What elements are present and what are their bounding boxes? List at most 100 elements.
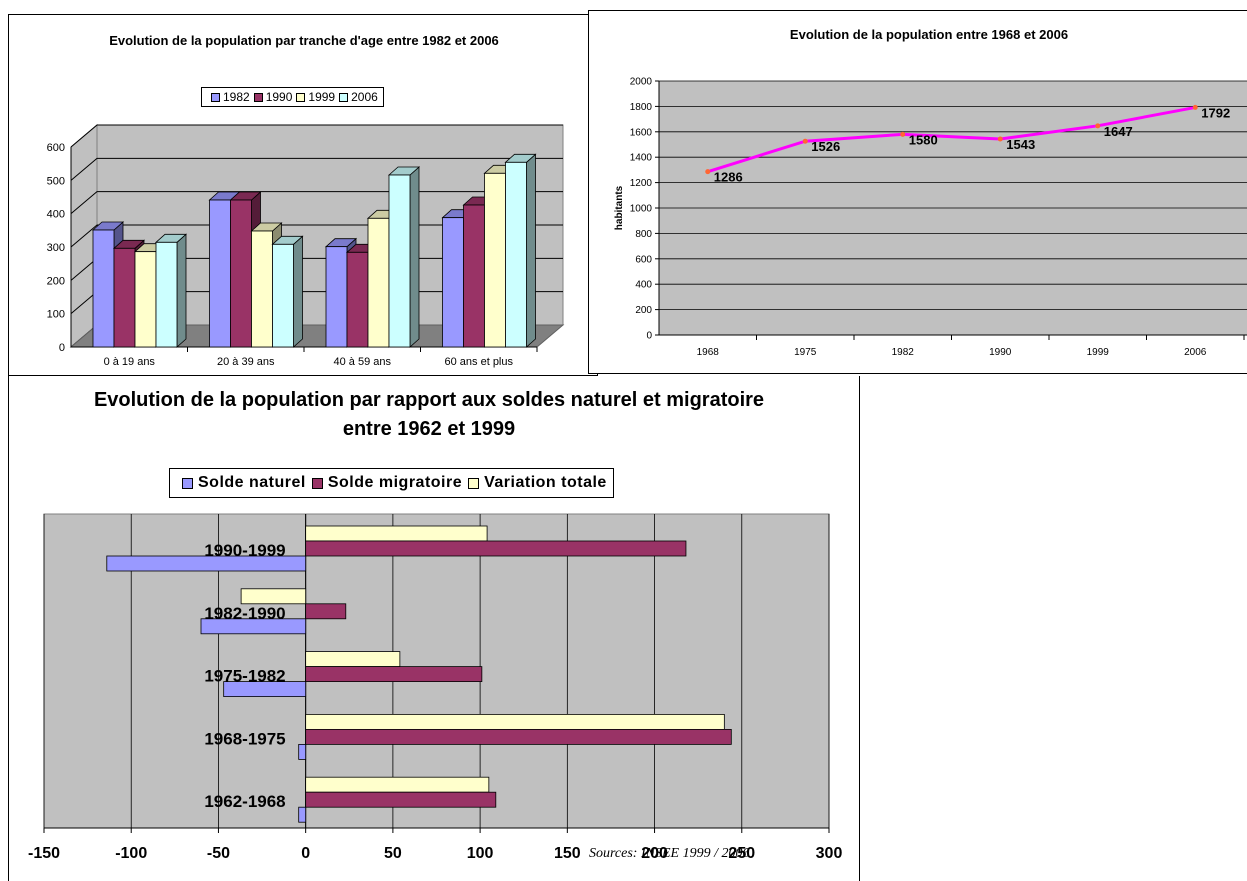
legend-label: 1990 <box>265 90 293 104</box>
legend-item-2006: 2006 <box>335 90 378 104</box>
legend-label: Variation totale <box>484 474 607 491</box>
y-tick-label: 100 <box>47 309 65 321</box>
y-tick-label: 0 <box>59 342 65 354</box>
series-line <box>707 105 1196 174</box>
x-tick-label: -50 <box>207 845 230 862</box>
x-tick-label: 0 à 19 ans <box>104 356 156 368</box>
legend-item-1990: 1990 <box>250 90 293 104</box>
y-axis-label: habitants <box>614 185 625 230</box>
legend-swatch <box>468 477 480 489</box>
legend-label: 2006 <box>351 90 378 104</box>
data-point <box>705 169 711 175</box>
chart-title: Evolution de la population entre 1968 et… <box>789 27 1069 42</box>
bar <box>505 161 527 348</box>
x-tick-label: 2006 <box>1184 347 1207 358</box>
bar-side <box>293 235 303 348</box>
category-label: 1962-1968 <box>204 792 285 811</box>
y-tick-label: 200 <box>47 275 65 287</box>
category-label: 1968-1975 <box>204 729 285 748</box>
data-label: 1647 <box>1104 124 1133 139</box>
bar <box>305 525 488 542</box>
legend-label: 1982 <box>223 90 250 104</box>
legend-label: 1999 <box>308 90 336 104</box>
bar <box>325 246 348 348</box>
category-label: 1982-1990 <box>204 604 285 623</box>
x-tick-label: 20 à 39 ans <box>217 356 275 368</box>
bar <box>251 230 273 348</box>
bar <box>200 618 307 635</box>
legend-swatch <box>253 92 263 102</box>
bar-side <box>176 233 187 348</box>
legend-item-1999: 1999 <box>292 90 335 104</box>
y-tick-label: 1400 <box>630 153 653 164</box>
x-tick-label: 50 <box>384 845 402 862</box>
bar <box>272 243 294 348</box>
category-label: 1975-1982 <box>204 667 285 686</box>
x-tick-label: -100 <box>115 845 147 862</box>
bar <box>305 776 490 793</box>
bar <box>484 172 506 348</box>
bar-side <box>409 166 420 348</box>
y-tick-label: 600 <box>635 254 652 265</box>
bar <box>305 728 732 745</box>
bar <box>155 241 178 348</box>
x-tick-label: 0 <box>301 845 310 862</box>
bar <box>367 217 390 348</box>
x-tick-label: 60 ans et plus <box>445 356 514 368</box>
chart-legend: 1982 1990 1999 2006 <box>201 87 384 107</box>
gridline <box>70 124 563 148</box>
bar <box>298 806 307 823</box>
y-tick-label: 400 <box>635 280 652 291</box>
y-tick-label: 800 <box>635 229 652 240</box>
y-tick-label: 1600 <box>630 127 653 138</box>
category-label: 1990-1999 <box>204 541 285 560</box>
x-tick-label: 200 <box>641 845 668 862</box>
bar <box>305 666 483 683</box>
y-tick-label: 1200 <box>630 178 653 189</box>
bar <box>305 713 725 730</box>
legend-swatch <box>211 92 220 102</box>
x-tick-label: 1990 <box>989 347 1012 358</box>
bar <box>298 743 307 760</box>
x-tick-label: 1968 <box>697 347 720 358</box>
source-note: Sources: INSEE 1999 / 2006 <box>589 846 750 861</box>
population-line-chart: Evolution de la population entre 1968 et… <box>588 10 1247 374</box>
data-point <box>802 138 808 144</box>
y-tick-label: 500 <box>47 175 65 187</box>
legend-swatch <box>296 92 306 102</box>
data-label: 1792 <box>1201 105 1230 120</box>
bar <box>463 204 485 348</box>
bar <box>240 588 307 605</box>
y-tick-label: 600 <box>47 142 65 154</box>
data-point <box>900 131 906 137</box>
x-tick-label: 300 <box>816 845 843 862</box>
bar <box>223 681 307 698</box>
x-tick-label: -150 <box>28 845 60 862</box>
bar <box>106 555 307 572</box>
legend-item-1982: 1982 <box>207 90 250 104</box>
chart-canvas: 0 200 400 600 800 1000 1200 1400 1600 1800 2000 hab… <box>614 77 1247 358</box>
bar <box>305 603 347 620</box>
chart-title: Evolution de la population par tranche d… <box>109 33 499 48</box>
x-tick-label: 1975 <box>794 347 817 358</box>
data-point <box>1095 123 1101 129</box>
legend-swatch <box>339 92 349 102</box>
x-tick-label: 40 à 59 ans <box>334 356 392 368</box>
x-tick-label: 250 <box>728 845 755 862</box>
x-tick-label: 1999 <box>1087 347 1110 358</box>
chart-title: Evolution de la population par rapport a… <box>93 389 765 440</box>
x-tick-label: 1982 <box>892 347 915 358</box>
data-label: 1526 <box>811 139 840 154</box>
y-tick-label: 400 <box>47 209 65 221</box>
gridline <box>70 157 563 181</box>
bar-side <box>526 153 536 348</box>
y-tick-label: 0 <box>646 331 652 342</box>
legend-swatch <box>182 477 193 489</box>
bar <box>113 247 136 348</box>
legend-swatch <box>311 477 323 489</box>
data-label: 1543 <box>1006 137 1035 152</box>
x-tick-label: 150 <box>554 845 581 862</box>
chart-legend: Solde naturel Solde migratoire Variation… <box>169 468 614 498</box>
bar <box>346 251 369 348</box>
bar <box>442 217 464 348</box>
